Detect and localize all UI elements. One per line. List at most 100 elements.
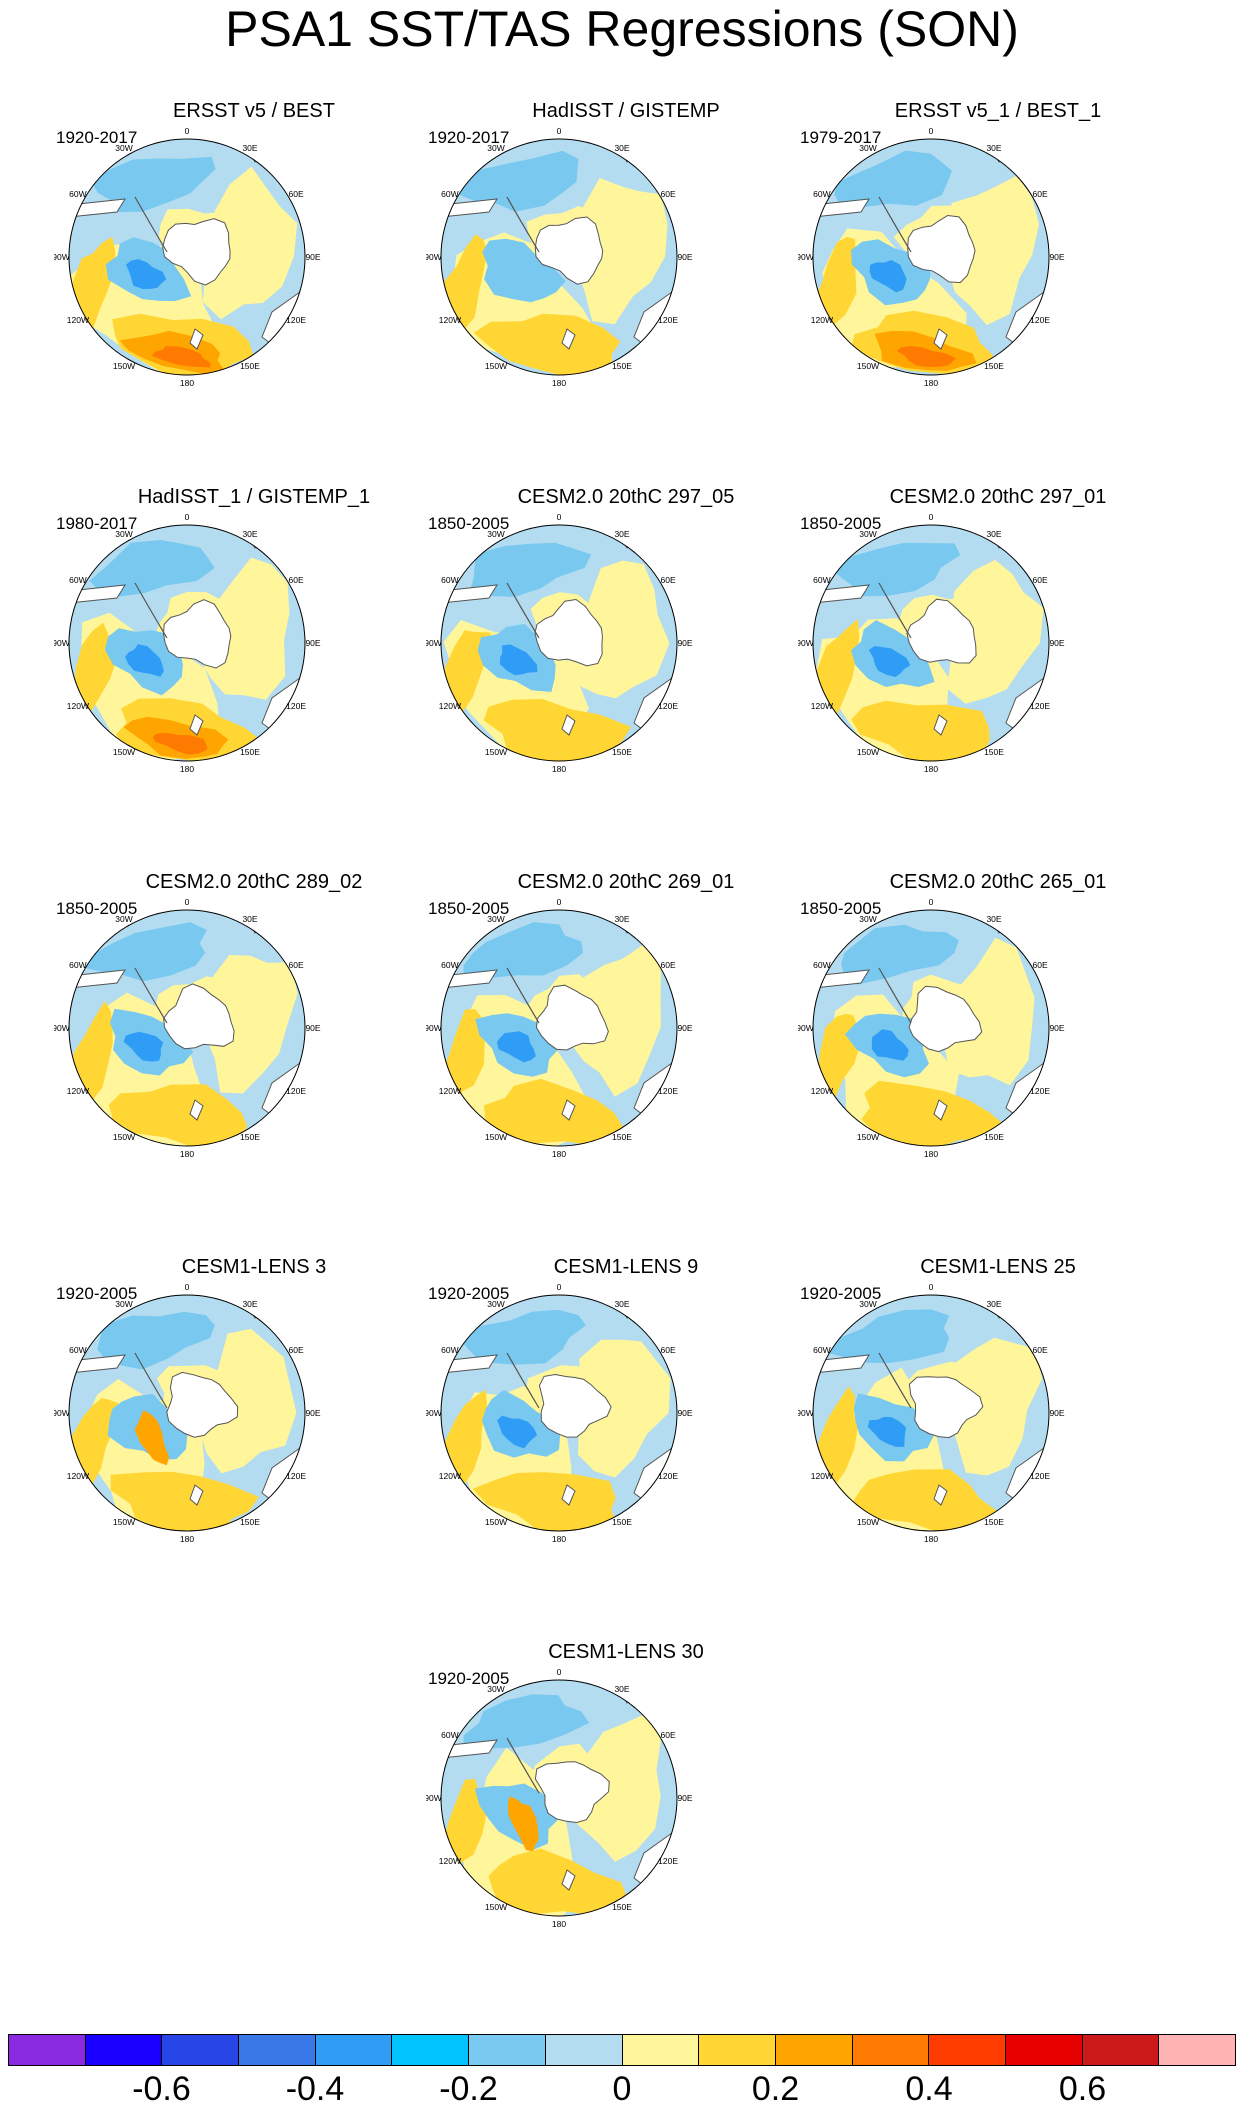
longitude-label: 120E bbox=[1030, 315, 1050, 325]
field-layer bbox=[69, 525, 305, 761]
warm-region bbox=[851, 700, 990, 761]
colorbar-box bbox=[1158, 2035, 1236, 2065]
longitude-label: 120W bbox=[67, 1086, 89, 1096]
longitude-label: 180 bbox=[552, 1149, 566, 1159]
longitude-label: 90W bbox=[54, 638, 70, 648]
longitude-label: 90W bbox=[798, 1023, 814, 1033]
longitude-label: 60W bbox=[69, 1345, 86, 1355]
warm-region bbox=[946, 559, 1044, 704]
longitude-label: 90W bbox=[426, 1023, 442, 1033]
map-boundary bbox=[812, 1294, 1050, 1532]
colorbar-box bbox=[238, 2035, 315, 2065]
longitude-label: 90W bbox=[426, 1408, 442, 1418]
antarctic-peninsula bbox=[506, 1352, 540, 1409]
antarctica bbox=[908, 985, 983, 1053]
longitude-label: 30W bbox=[115, 1299, 132, 1309]
cold-region bbox=[458, 1309, 586, 1365]
warm-region bbox=[507, 1796, 539, 1852]
new-zealand bbox=[189, 328, 204, 350]
map-panel: HadISST / GISTEMP 1920-2017 0 30E 60E 90E 12… bbox=[426, 98, 826, 478]
map-boundary bbox=[440, 909, 678, 1147]
longitude-label: 30E bbox=[242, 914, 257, 924]
longitude-label: 150E bbox=[240, 1132, 260, 1142]
longitude-label: 30E bbox=[242, 1299, 257, 1309]
warm-region bbox=[198, 1328, 297, 1474]
south-america bbox=[441, 1739, 498, 1759]
longitude-label: 60W bbox=[441, 1730, 458, 1740]
longitude-label: 180 bbox=[180, 1534, 194, 1544]
longitude-label: 90E bbox=[677, 252, 692, 262]
longitude-label: 0 bbox=[185, 1282, 190, 1292]
longitude-label: 60E bbox=[661, 1345, 676, 1355]
map-panel: CESM1-LENS 30 1920-2005 0 30E 60E 90E 120E 15… bbox=[426, 1639, 826, 2019]
panel-title: CESM2.0 20thC 269_01 bbox=[517, 871, 735, 893]
antarctica bbox=[166, 1371, 239, 1438]
panel-title: ERSST v5 / BEST bbox=[173, 100, 335, 122]
longitude-label: 60W bbox=[441, 1345, 458, 1355]
longitude-label: 90W bbox=[426, 1793, 442, 1803]
cold-region bbox=[826, 1309, 950, 1364]
map-panel: ERSST v5 / BEST 1920-2017 0 30E 60E 90E 120E… bbox=[54, 98, 454, 478]
longitude-label: 120E bbox=[1030, 701, 1050, 711]
colorbar-box bbox=[1004, 2035, 1082, 2065]
longitude-label: 120E bbox=[286, 315, 306, 325]
longitude-label: 150E bbox=[240, 361, 260, 371]
map-panel: CESM2.0 20thC 289_02 1850-2005 0 30E 60E 90… bbox=[54, 869, 454, 1249]
south-america bbox=[441, 198, 498, 218]
longitude-label: 0 bbox=[185, 897, 190, 907]
colorbar-box bbox=[851, 2035, 929, 2065]
longitude-label: 60E bbox=[661, 189, 676, 199]
longitude-label: 0 bbox=[929, 126, 934, 136]
longitude-label: 0 bbox=[557, 1282, 562, 1292]
cold-region bbox=[841, 924, 959, 985]
longitude-label: 150W bbox=[857, 1132, 879, 1142]
cold-region bbox=[463, 922, 584, 979]
longitude-label: 180 bbox=[924, 378, 938, 388]
map-panel: CESM2.0 20thC 269_01 1850-2005 0 30E 60E 90… bbox=[426, 869, 826, 1249]
longitude-label: 120W bbox=[439, 1471, 461, 1481]
longitude-label: 120W bbox=[67, 315, 89, 325]
longitude-label: 60W bbox=[69, 575, 86, 585]
colorbar-box bbox=[84, 2035, 162, 2065]
polar-map: 0 30E 60E 90E 120E 150E 180 150W 120W 90W 60W 30W bbox=[54, 897, 321, 1159]
panel-title: HadISST / GISTEMP bbox=[532, 100, 720, 122]
antarctica bbox=[906, 598, 977, 664]
map-boundary bbox=[440, 1294, 678, 1532]
longitude-label: 150E bbox=[984, 1517, 1004, 1527]
south-america bbox=[441, 584, 498, 604]
new-zealand bbox=[933, 1484, 948, 1506]
longitude-label: 90E bbox=[677, 1793, 692, 1803]
new-zealand bbox=[933, 328, 948, 350]
longitude-label: 150W bbox=[113, 1132, 135, 1142]
longitude-label: 30W bbox=[487, 529, 504, 539]
antarctica bbox=[162, 218, 231, 286]
longitude-label: 30E bbox=[986, 143, 1001, 153]
longitude-label: 120E bbox=[658, 1856, 678, 1866]
cold-region bbox=[126, 259, 167, 289]
longitude-label: 150W bbox=[113, 747, 135, 757]
cold-region bbox=[463, 1694, 590, 1749]
antarctic-peninsula bbox=[134, 582, 168, 639]
longitude-label: 150W bbox=[485, 1132, 507, 1142]
longitude-label: 180 bbox=[924, 764, 938, 774]
new-zealand bbox=[561, 1869, 576, 1891]
longitude-label: 60E bbox=[1033, 575, 1048, 585]
polar-map: 0 30E 60E 90E 120E 150E 180 150W 120W 90W 60W 30W bbox=[426, 1282, 693, 1544]
panel-period: 1920-2005 bbox=[56, 1284, 138, 1303]
longitude-label: 0 bbox=[185, 126, 190, 136]
longitude-label: 60W bbox=[813, 960, 830, 970]
panel-title: CESM1-LENS 3 bbox=[181, 1256, 327, 1278]
colorbar-box bbox=[391, 2035, 469, 2065]
longitude-label: 60E bbox=[661, 575, 676, 585]
warm-region bbox=[850, 1469, 999, 1531]
longitude-label: 30W bbox=[115, 143, 132, 153]
longitude-label: 60E bbox=[1033, 189, 1048, 199]
longitude-label: 30E bbox=[614, 1299, 629, 1309]
polar-map: 0 30E 60E 90E 120E 150E 180 150W 120W 90W 60W 30W bbox=[426, 512, 693, 774]
longitude-label: 90W bbox=[426, 638, 442, 648]
longitude-label: 90W bbox=[54, 252, 70, 262]
longitude-label: 60W bbox=[813, 189, 830, 199]
longitude-label: 120W bbox=[439, 701, 461, 711]
colorbar bbox=[8, 2034, 1236, 2066]
antarctica bbox=[907, 214, 976, 284]
